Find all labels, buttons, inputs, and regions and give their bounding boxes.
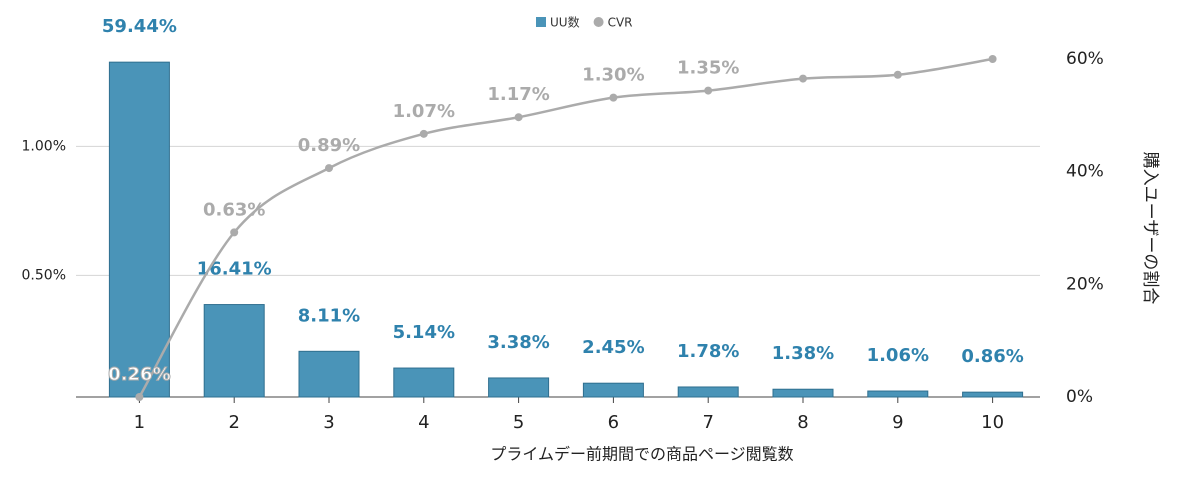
line-label: 0.26% [108,364,170,385]
legend-label: UU数 [550,15,580,30]
bar [108,61,170,398]
line-label: 1.17% [487,84,549,105]
x-tick-label: 4 [418,412,429,433]
bar [867,390,929,398]
x-tick-label: 1 [134,412,145,433]
line-point [230,228,239,237]
x-tick-label: 6 [608,412,619,433]
bar-label: 1.78% [677,341,739,362]
line-point [893,70,902,79]
line-label: 1.07% [393,101,455,122]
x-tick-label: 3 [323,412,334,433]
y2-tick-label: 40% [1066,162,1104,182]
bar [488,377,550,398]
bar [677,386,739,398]
bar [298,350,360,398]
bar-label: 1.06% [867,345,929,366]
line-point [799,74,807,83]
line-label: 1.35% [677,58,739,79]
bar [203,304,265,398]
legend-swatch [536,17,546,27]
y2-tick-label: 60% [1066,49,1104,69]
y2-axis-title: 購入ユーザーの割合 [1140,152,1160,305]
line-label: 1.30% [582,65,644,86]
line-point [325,164,333,173]
line-point [704,86,713,95]
x-tick-label: 8 [797,412,808,433]
x-tick-label: 10 [981,412,1004,433]
legend-swatch [593,17,604,27]
line-label: 0.89% [298,135,360,156]
line-point [419,129,428,138]
x-tick-label: 2 [228,412,239,433]
y2-tick-label: 0% [1066,387,1093,407]
line-point [514,113,523,122]
bar [393,367,455,398]
bar [962,391,1024,398]
x-tick-label: 7 [702,412,713,433]
bar-label: 59.44% [102,16,177,37]
bar-label: 1.38% [772,343,834,364]
bar-label: 2.45% [582,337,644,358]
line [138,57,993,398]
bar-label: 0.86% [961,346,1023,367]
bar [772,388,834,398]
x-tick-label: 9 [892,412,903,433]
y-tick-label: 0.50% [22,267,66,283]
y2-tick-label: 20% [1066,274,1104,294]
bar [582,382,644,398]
bar-label: 3.38% [487,332,549,353]
legend-label: CVR [608,16,633,30]
bar-label: 5.14% [393,322,455,343]
x-axis-title: プライムデー前期間での商品ページ閲覧数 [490,445,793,464]
x-tick-label: 5 [513,412,524,433]
line-point [609,93,618,102]
y-tick-label: 1.00% [22,138,66,154]
line-label: 0.63% [203,199,265,220]
line-point [135,393,144,401]
line-point [988,55,997,63]
bar-label: 8.11% [298,305,360,326]
bar-label: 16.41% [197,259,272,280]
